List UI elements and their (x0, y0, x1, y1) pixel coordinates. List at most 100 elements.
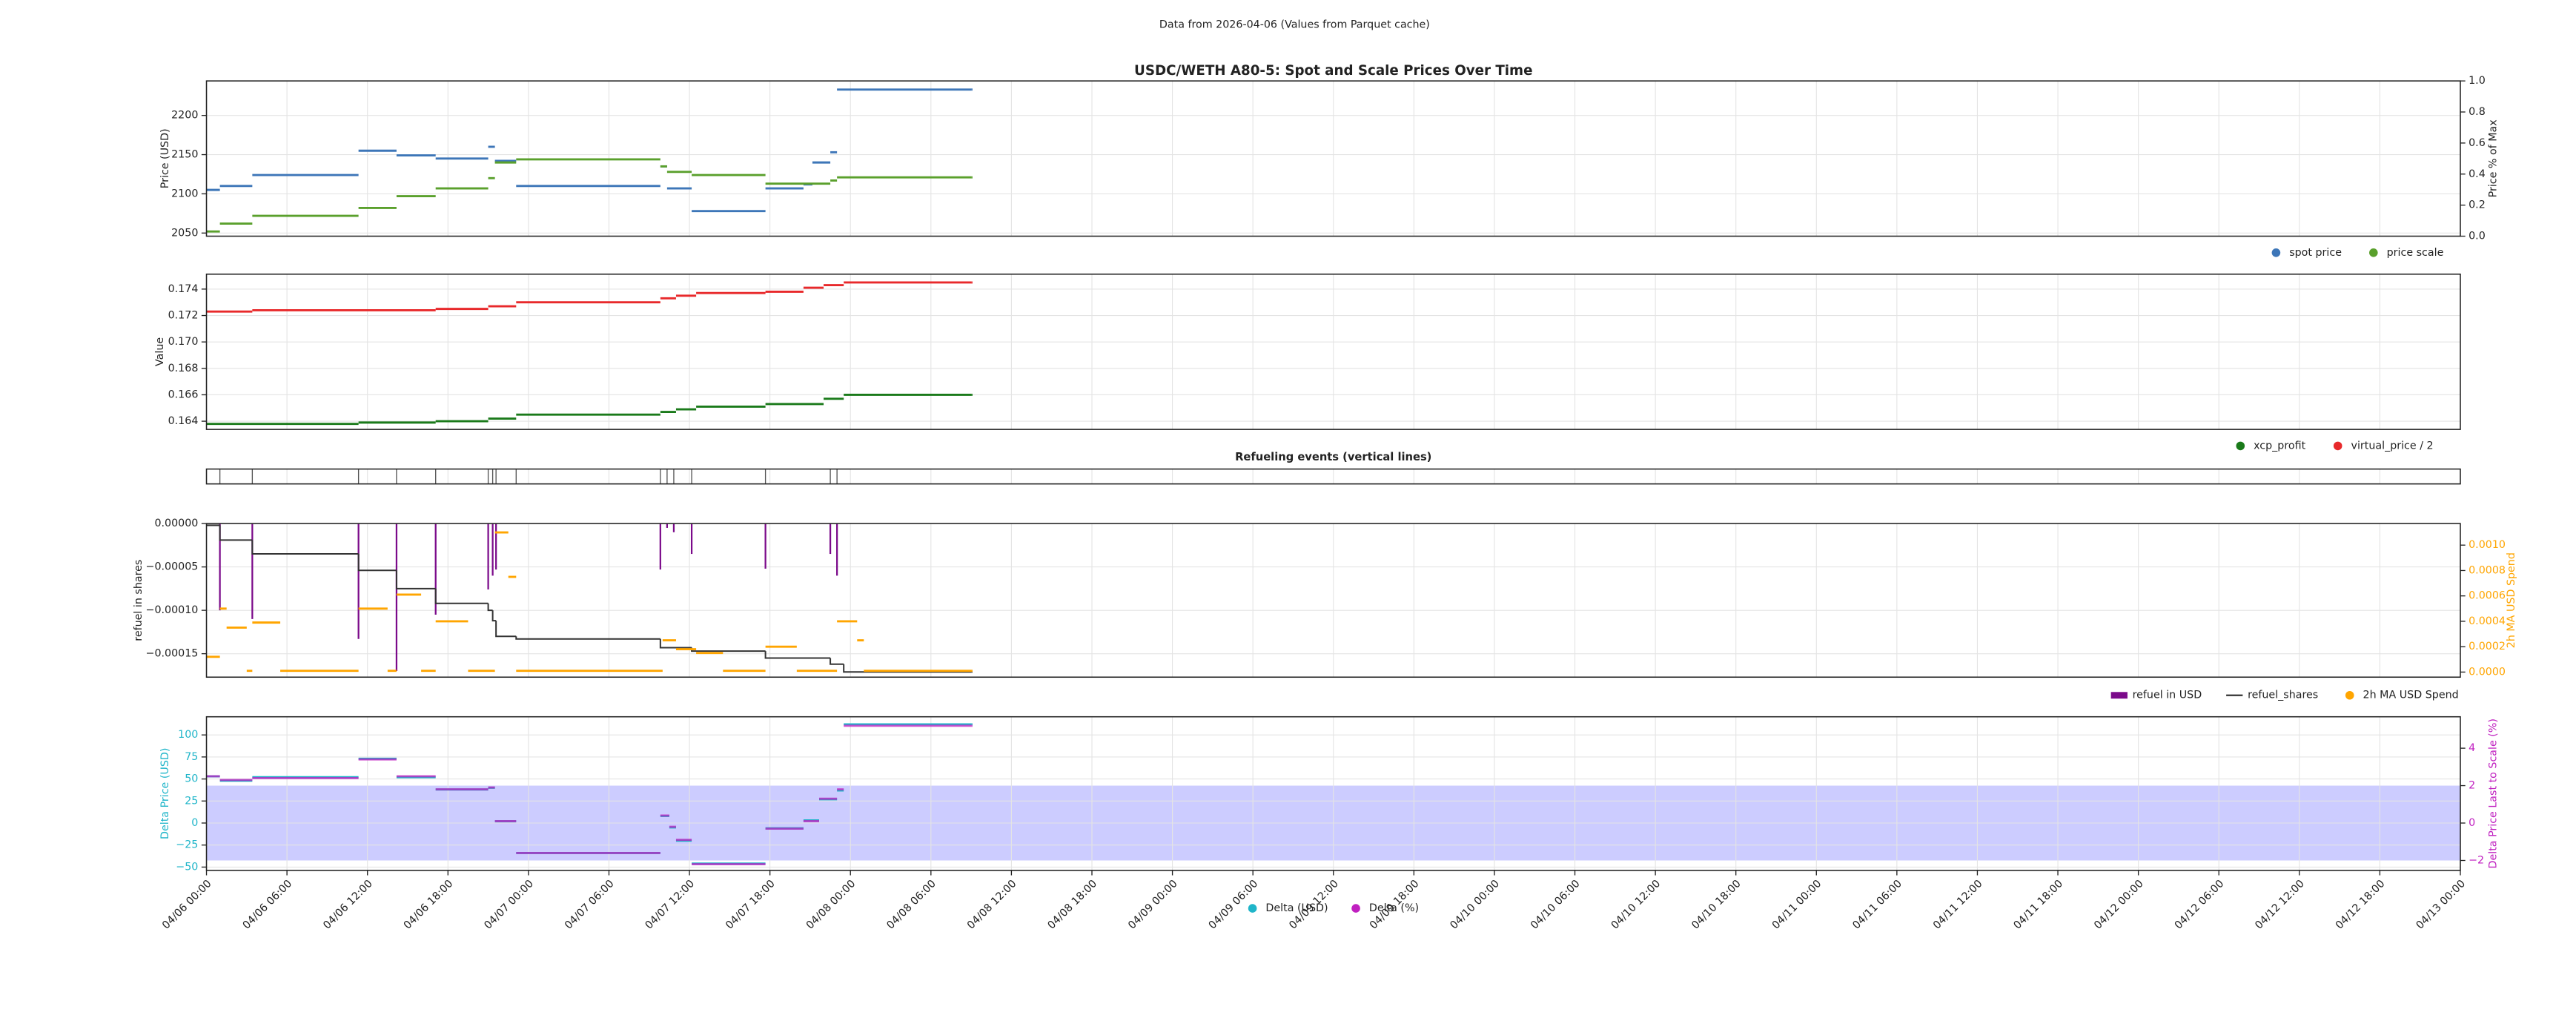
step-line (495, 621, 517, 638)
legend-marker (2271, 248, 2281, 257)
legend-marker (1351, 904, 1360, 913)
legend-marker (2110, 692, 2128, 699)
x-tick-label: 04/10 06:00 (1529, 878, 1583, 932)
y-tick-label: −0.00010 (146, 604, 199, 616)
step-line (487, 603, 493, 612)
plot-frame (205, 523, 2461, 678)
legend-marker (2345, 690, 2354, 700)
y-axis-label: refuel in shares (133, 560, 145, 641)
step-line (491, 610, 497, 622)
legend-label: spot price (2289, 247, 2342, 259)
y-tick-label: 25 (185, 795, 198, 807)
y-tick-label: 2200 (171, 110, 198, 122)
step-line (830, 658, 844, 665)
x-tick-label: 04/11 18:00 (2012, 878, 2066, 932)
x-tick-label: 04/06 12:00 (321, 878, 375, 932)
legend-marker (2369, 248, 2378, 257)
y2-tick-label: 0.0004 (2469, 615, 2506, 627)
x-tick-label: 04/08 12:00 (965, 878, 1019, 932)
y2-tick-label: 1.0 (2469, 75, 2486, 87)
y-tick-label: −0.00005 (146, 561, 199, 573)
step-line (395, 570, 436, 589)
y-tick-label: 0.166 (168, 389, 199, 400)
y-axis-label: Price (USD) (159, 128, 171, 188)
x-tick-label: 04/09 00:00 (1126, 878, 1180, 932)
x-tick-label: 04/12 06:00 (2173, 878, 2227, 932)
x-tick-label: 04/13 00:00 (2414, 878, 2468, 932)
step-line (764, 651, 831, 659)
y2-tick-label: 0.4 (2469, 168, 2486, 180)
y2-axis-label: 2h MA USD Spend (2506, 552, 2517, 648)
y2-tick-label: 0.0006 (2469, 590, 2506, 602)
x-tick-label: 04/12 12:00 (2253, 878, 2307, 932)
y2-tick-label: 4 (2469, 742, 2475, 754)
x-tick-label: 04/07 12:00 (643, 878, 698, 932)
step-line (515, 636, 660, 640)
x-tick-label: 04/08 00:00 (804, 878, 858, 932)
chart-title: USDC/WETH A80-5: Spot and Scale Prices O… (1134, 63, 1532, 79)
step-line (434, 588, 489, 604)
y2-tick-label: 0.0000 (2469, 666, 2506, 678)
x-tick-label: 04/07 18:00 (724, 878, 778, 932)
y2-tick-label: 0.8 (2469, 106, 2486, 118)
y-tick-label: 2150 (171, 149, 198, 161)
y2-tick-label: 0.0 (2469, 231, 2486, 242)
y-axis-label: Delta Price (USD) (159, 748, 171, 839)
x-tick-label: 04/06 06:00 (241, 878, 295, 932)
panel: Refueling events (vertical lines) (205, 451, 2461, 485)
y-tick-label: 0.172 (168, 310, 199, 322)
step-line (357, 554, 397, 572)
panel: 0.00000 −0.00005 −0.00010 −0.00015 0.0000 0.0… (133, 518, 2517, 701)
y-tick-label: −25 (176, 839, 198, 851)
legend-marker (2236, 441, 2245, 451)
step-line (251, 540, 359, 555)
y-tick-label: −50 (176, 861, 198, 873)
step-line (659, 638, 692, 649)
x-tick-label: 04/06 00:00 (160, 878, 214, 932)
step-line (843, 664, 972, 673)
y2-tick-label: 0.0010 (2469, 539, 2506, 551)
step-line (691, 647, 766, 652)
y-tick-label: 2050 (171, 227, 198, 239)
y2-tick-label: 0.0002 (2469, 641, 2506, 652)
y-tick-label: 0.174 (168, 283, 199, 295)
y-tick-label: 0.164 (168, 415, 199, 427)
x-tick-label: 04/08 18:00 (1046, 878, 1100, 932)
y2-tick-label: 0.6 (2469, 137, 2486, 149)
y-tick-label: 100 (178, 729, 198, 741)
legend-marker (2333, 441, 2342, 451)
x-tick-label: 04/11 00:00 (1770, 878, 1824, 932)
legend-label: 2h MA USD Spend (2363, 690, 2459, 701)
y2-tick-label: −2 (2469, 854, 2484, 866)
plot-frame (205, 80, 2461, 237)
y2-axis-label: Price % of Max (2488, 119, 2500, 197)
panel: USDC/WETH A80-5: Spot and Scale Prices O… (159, 63, 2500, 259)
legend-label: refuel in USD (2133, 690, 2202, 701)
x-tick-label: 04/10 12:00 (1609, 878, 1663, 932)
step-line (219, 525, 253, 541)
y-axis-label: Value (154, 337, 166, 366)
x-tick-label: 04/08 06:00 (884, 878, 938, 932)
header: Data from 2026-04-06 (Values from Parque… (1159, 19, 1430, 30)
y-tick-label: 0.170 (168, 336, 199, 348)
x-tick-label: 04/11 12:00 (1931, 878, 1985, 932)
legend-label: refuel_shares (2248, 690, 2318, 701)
y2-tick-label: 0 (2469, 817, 2475, 829)
y-tick-label: 0.168 (168, 363, 199, 374)
y-tick-label: 2100 (171, 188, 198, 199)
plot-frame (205, 273, 2461, 430)
y-tick-label: 50 (185, 773, 198, 785)
y-tick-label: 0 (191, 817, 198, 829)
y-tick-label: 75 (185, 751, 198, 763)
x-tick-label: 04/12 00:00 (2092, 878, 2146, 932)
plot-frame (205, 468, 2461, 485)
x-tick-label: 04/11 06:00 (1850, 878, 1904, 932)
legend-label: virtual_price / 2 (2351, 440, 2434, 452)
x-tick-label: 04/07 06:00 (563, 878, 617, 932)
panel-title: Refueling events (vertical lines) (1235, 451, 1431, 463)
legend-label: price scale (2387, 247, 2444, 259)
y2-tick-label: 0.0008 (2469, 564, 2506, 576)
x-tick-label: 04/06 18:00 (402, 878, 456, 932)
legend-label: Delta (%) (1369, 902, 1419, 914)
